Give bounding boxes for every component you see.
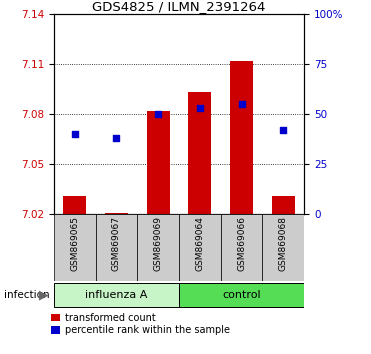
Text: GSM869066: GSM869066 [237, 216, 246, 271]
Text: ▶: ▶ [39, 288, 48, 301]
Bar [105, 212, 128, 214]
Point [197, 105, 203, 111]
Text: control: control [222, 290, 261, 300]
Point [280, 127, 286, 133]
Text: influenza A: influenza A [85, 290, 148, 300]
Text: infection: infection [4, 290, 49, 300]
Bar [54, 214, 96, 281]
Point [72, 131, 78, 137]
Text: GSM869068: GSM869068 [279, 216, 288, 271]
Bar [221, 214, 262, 281]
Bar [179, 214, 221, 281]
Bar [147, 111, 170, 214]
Point [114, 135, 119, 141]
Bar [272, 196, 295, 214]
Text: GSM869065: GSM869065 [70, 216, 79, 271]
Bar [137, 214, 179, 281]
Bar [230, 61, 253, 214]
Bar [188, 92, 211, 214]
Bar [63, 196, 86, 214]
Bar [54, 283, 179, 307]
Text: GSM869069: GSM869069 [154, 216, 162, 271]
Bar [262, 214, 304, 281]
Bar [179, 283, 304, 307]
Bar [96, 214, 137, 281]
Text: GSM869067: GSM869067 [112, 216, 121, 271]
Legend: transformed count, percentile rank within the sample: transformed count, percentile rank withi… [51, 313, 230, 335]
Point [155, 111, 161, 117]
Text: GSM869064: GSM869064 [196, 216, 204, 271]
Title: GDS4825 / ILMN_2391264: GDS4825 / ILMN_2391264 [92, 0, 266, 13]
Point [239, 101, 244, 107]
